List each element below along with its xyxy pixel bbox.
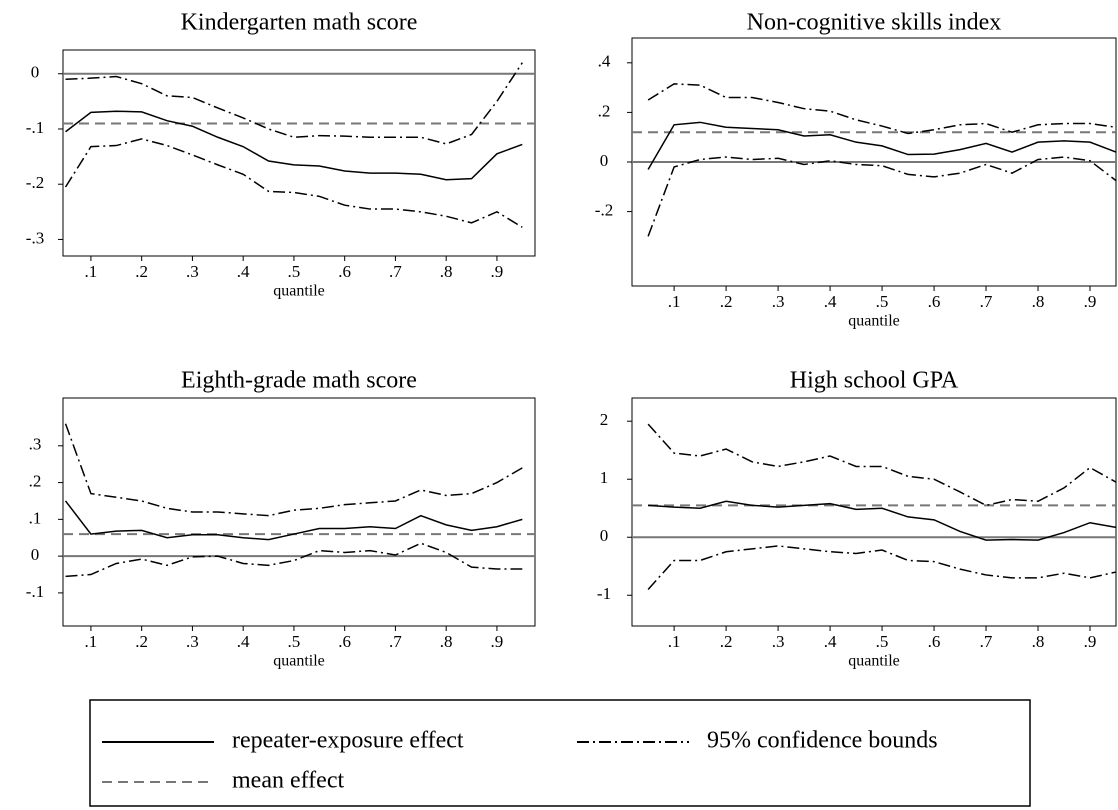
x-axis-label: quantile bbox=[848, 653, 900, 670]
ci-line bbox=[64, 423, 523, 517]
x-axis-label: quantile bbox=[848, 313, 900, 330]
x-tick-label: .3 bbox=[186, 632, 199, 651]
x-tick-label: .4 bbox=[237, 262, 250, 281]
x-tick-label: .6 bbox=[338, 632, 351, 651]
plot-frame bbox=[62, 49, 536, 257]
x-tick-label: .2 bbox=[720, 632, 733, 651]
y-tick-label: .2 bbox=[598, 101, 611, 120]
x-tick-label: .1 bbox=[668, 292, 681, 311]
y-tick-label: -.3 bbox=[26, 228, 44, 247]
plot-frame bbox=[62, 397, 536, 627]
y-tick-label: 0 bbox=[31, 545, 40, 564]
ci-line bbox=[64, 138, 523, 228]
x-tick-label: .3 bbox=[772, 632, 785, 651]
x-tick-label: .3 bbox=[772, 292, 785, 311]
y-tick-label: -.2 bbox=[26, 173, 44, 192]
legend-box bbox=[89, 699, 1031, 807]
x-tick-label: .5 bbox=[876, 632, 889, 651]
x-tick-label: .6 bbox=[338, 262, 351, 281]
effect-line bbox=[647, 121, 1117, 170]
ci-line bbox=[65, 62, 523, 145]
chart-title: Eighth-grade math score bbox=[181, 368, 417, 394]
effect-line bbox=[64, 500, 523, 541]
x-axis-label: quantile bbox=[273, 283, 325, 300]
y-tick-label: 1 bbox=[600, 468, 609, 487]
x-tick-label: .1 bbox=[668, 632, 681, 651]
x-tick-label: .8 bbox=[1032, 292, 1045, 311]
x-tick-label: .2 bbox=[720, 292, 733, 311]
ci-line bbox=[647, 83, 1117, 135]
y-tick-label: .3 bbox=[29, 435, 42, 454]
y-tick-label: 0 bbox=[600, 151, 609, 170]
chart-title: Kindergarten math score bbox=[181, 10, 418, 36]
x-tick-label: .8 bbox=[1032, 632, 1045, 651]
x-tick-label: .5 bbox=[876, 292, 889, 311]
x-tick-label: .9 bbox=[491, 262, 504, 281]
y-tick-label: 0 bbox=[31, 63, 40, 82]
plot-frame bbox=[631, 397, 1117, 627]
y-tick-label: 2 bbox=[600, 410, 609, 429]
x-tick-label: .1 bbox=[85, 262, 98, 281]
x-tick-label: .5 bbox=[288, 262, 301, 281]
x-axis-label: quantile bbox=[273, 653, 325, 670]
x-tick-label: .5 bbox=[288, 632, 301, 651]
y-tick-label: .4 bbox=[598, 52, 611, 71]
effect-line bbox=[648, 500, 1117, 541]
x-tick-label: .9 bbox=[1084, 292, 1097, 311]
ci-line bbox=[647, 545, 1117, 590]
x-tick-label: .2 bbox=[135, 632, 148, 651]
x-tick-label: .4 bbox=[824, 632, 837, 651]
x-tick-label: .6 bbox=[928, 632, 941, 651]
chart-title: High school GPA bbox=[790, 368, 959, 394]
y-tick-label: .2 bbox=[29, 471, 42, 490]
x-tick-label: .4 bbox=[237, 632, 250, 651]
y-tick-label: -.2 bbox=[595, 201, 613, 220]
chart-title: Non-cognitive skills index bbox=[747, 10, 1002, 36]
x-tick-label: .1 bbox=[85, 632, 98, 651]
y-tick-label: -1 bbox=[597, 584, 611, 603]
x-tick-label: .7 bbox=[980, 292, 993, 311]
y-tick-label: .1 bbox=[29, 508, 42, 527]
legend-label: 95% confidence bounds bbox=[707, 728, 938, 754]
x-tick-label: .7 bbox=[980, 632, 993, 651]
ci-line bbox=[647, 423, 1117, 507]
x-tick-label: .9 bbox=[1084, 632, 1097, 651]
x-tick-label: .6 bbox=[928, 292, 941, 311]
y-tick-label: -.1 bbox=[26, 118, 44, 137]
x-tick-label: .2 bbox=[135, 262, 148, 281]
y-tick-label: 0 bbox=[600, 526, 609, 545]
x-tick-label: .9 bbox=[491, 632, 504, 651]
legend-label: repeater-exposure effect bbox=[232, 728, 464, 754]
legend-label: mean effect bbox=[232, 768, 344, 794]
y-tick-label: -.1 bbox=[26, 582, 44, 601]
x-tick-label: .8 bbox=[440, 632, 453, 651]
x-tick-label: .7 bbox=[389, 632, 402, 651]
ci-line bbox=[65, 542, 523, 578]
x-tick-label: .4 bbox=[824, 292, 837, 311]
ci-line bbox=[647, 156, 1117, 237]
x-tick-label: .7 bbox=[389, 262, 402, 281]
x-tick-label: .3 bbox=[186, 262, 199, 281]
x-tick-label: .8 bbox=[440, 262, 453, 281]
effect-line bbox=[65, 110, 523, 181]
